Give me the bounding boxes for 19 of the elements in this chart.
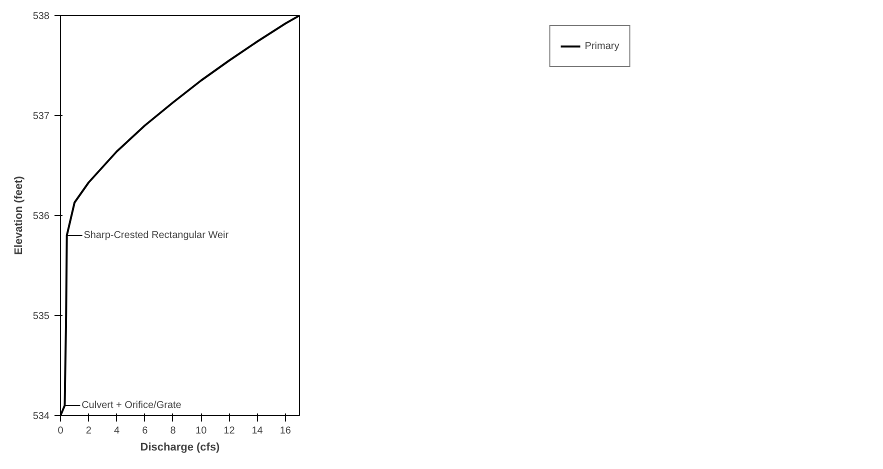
x-tick-label: 2 — [86, 426, 92, 436]
legend-label: Primary — [584, 40, 620, 52]
y-tick-label: 536 — [32, 211, 50, 222]
x-tick-label: 4 — [114, 426, 120, 436]
x-tick-label: 6 — [142, 426, 148, 436]
y-tick-label: 537 — [32, 111, 50, 122]
x-tick-label: 14 — [252, 426, 264, 436]
y-tick-label: 538 — [32, 11, 50, 22]
x-tick-label: 10 — [196, 426, 208, 436]
x-tick-label: 16 — [280, 426, 292, 436]
y-axis-title: Elevation (feet) — [12, 176, 25, 255]
x-tick-label: 0 — [58, 426, 64, 436]
y-tick-label: 535 — [32, 311, 50, 322]
x-tick-label: 8 — [170, 426, 176, 436]
x-tick-label: 12 — [224, 426, 236, 436]
annotation: Culvert + Orifice/Grate — [82, 400, 182, 411]
x-axis-title: Discharge (cfs) — [140, 442, 220, 454]
y-tick-label: 534 — [32, 411, 50, 422]
annotation: Sharp-Crested Rectangular Weir — [84, 230, 230, 241]
